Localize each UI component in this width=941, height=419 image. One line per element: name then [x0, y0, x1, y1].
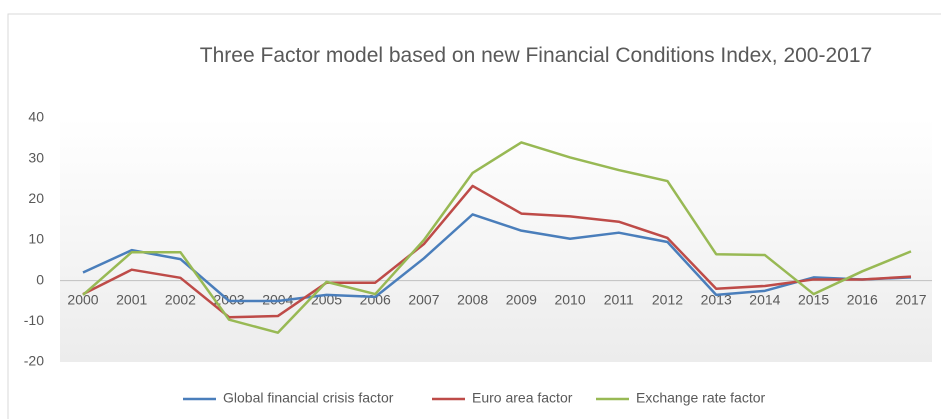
series-line	[82, 213, 912, 303]
plot-area	[60, 118, 932, 362]
x-tick-label: 2017	[895, 291, 926, 307]
x-tick-label: 2004	[262, 291, 293, 307]
x-tick-label: 2008	[457, 291, 488, 307]
y-tick-label: -10	[24, 312, 44, 328]
legend-label: Exchange rate factor	[636, 390, 766, 406]
chart-title: Three Factor model based on new Financia…	[199, 44, 873, 67]
x-tick-label: 2000	[67, 291, 98, 307]
x-tick-label: 2015	[798, 291, 829, 307]
y-tick-label: 40	[28, 109, 44, 125]
x-tick-label: 2009	[506, 291, 537, 307]
series-line	[82, 184, 912, 319]
x-tick-label: 2002	[165, 291, 196, 307]
y-tick-label: -20	[24, 353, 44, 369]
x-tick-label: 2007	[408, 291, 439, 307]
legend-label: Global financial crisis factor	[223, 390, 394, 406]
y-tick-label: 0	[36, 271, 44, 287]
x-tick-label: 2012	[652, 291, 683, 307]
y-tick-label: 10	[28, 231, 44, 247]
x-tick-label: 2001	[116, 291, 147, 307]
y-tick-label: 30	[28, 149, 44, 165]
x-tick-label: 2011	[604, 291, 634, 307]
x-tick-label: 2014	[749, 291, 780, 307]
x-tick-label: 2016	[847, 291, 878, 307]
legend-label: Euro area factor	[472, 390, 573, 406]
y-tick-label: 20	[28, 190, 44, 206]
series-line	[82, 141, 912, 334]
x-tick-label: 2010	[554, 291, 585, 307]
